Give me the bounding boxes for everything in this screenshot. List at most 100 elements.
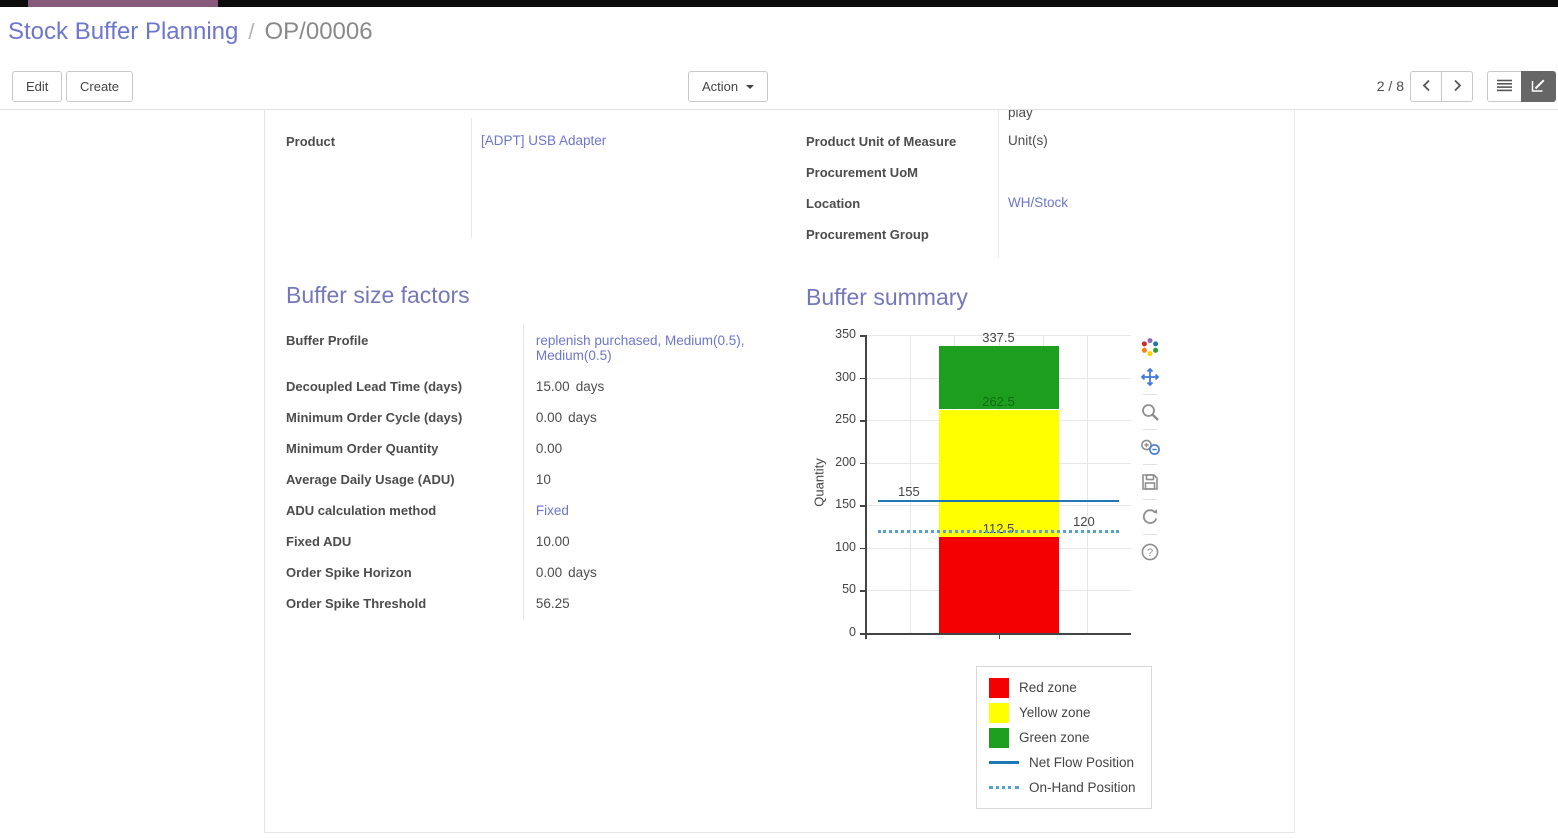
save-icon[interactable] [1139, 471, 1161, 493]
plotly-logo[interactable] [1139, 336, 1161, 358]
uom-field-group: Product Unit of Measure Unit(s) Procurem… [806, 110, 1286, 258]
reset-axes-icon[interactable] [1139, 506, 1161, 528]
breadcrumb-parent-link[interactable]: Stock Buffer Planning [8, 18, 239, 45]
form-sheet: play Product [ADPT] USB Adapter Product … [264, 110, 1295, 833]
pager-counter: 2 / 8 [1376, 78, 1404, 94]
top-menu-bar [0, 0, 1558, 7]
field-label: Minimum Order Quantity [286, 441, 439, 456]
y-tick-label: 250 [835, 412, 856, 427]
y-tick [860, 420, 866, 422]
field-label: Procurement Group [806, 227, 929, 242]
line-on-hand-position [878, 529, 1119, 533]
chart-modebar: ? [1137, 336, 1163, 563]
field-unit: days [575, 379, 605, 394]
field-label: Product Unit of Measure [806, 134, 957, 149]
legend-label: Yellow zone [1019, 705, 1091, 720]
field-value: 0.00 [535, 441, 563, 456]
field-label: Order Spike Threshold [286, 596, 427, 611]
legend-item-on-hand-position[interactable]: On-Hand Position [989, 775, 1151, 800]
y-tick [860, 547, 866, 550]
field-row-average-daily-usage: Average Daily Usage (ADU) 10 [286, 464, 788, 495]
caret-down-icon [746, 84, 755, 89]
pager-next-button[interactable] [1441, 71, 1473, 102]
breadcrumb: Stock Buffer Planning / OP/00006 [8, 18, 373, 46]
view-switcher [1487, 71, 1556, 102]
field-label: Buffer Profile [286, 333, 369, 348]
location-link[interactable]: WH/Stock [1008, 195, 1069, 210]
field-value: Unit(s) [1008, 133, 1048, 148]
line-net-flow-position [878, 500, 1119, 503]
legend-label: Net Flow Position [1029, 755, 1135, 770]
field-label: ADU calculation method [286, 503, 437, 518]
y-tick [860, 335, 866, 337]
buffer-size-factors-table: Buffer Profile replenish purchased, Medi… [286, 325, 788, 619]
field-row-product: Product [ADPT] USB Adapter [286, 128, 756, 159]
legend-label: Red zone [1019, 680, 1077, 695]
action-dropdown-button[interactable]: Action [688, 71, 769, 102]
buffer-profile-link[interactable]: replenish purchased, Medium(0.5), Medium… [535, 333, 745, 363]
zoom-icon[interactable] [1139, 401, 1161, 423]
help-icon[interactable]: ? [1139, 541, 1161, 563]
field-label: Procurement UoM [806, 165, 918, 180]
modebar-separator [1143, 394, 1157, 395]
y-tick-label: 300 [835, 369, 856, 384]
modebar-separator [1143, 464, 1157, 465]
legend-item-yellow-zone[interactable]: Yellow zone [989, 700, 1151, 725]
breadcrumb-bar: Stock Buffer Planning / OP/00006 [0, 7, 1558, 62]
net-flow-line-swatch [989, 761, 1019, 764]
field-label: Product [286, 134, 336, 149]
h-gridline [866, 377, 1131, 379]
h-gridline [866, 505, 1131, 507]
field-row-buffer-profile: Buffer Profile replenish purchased, Medi… [286, 325, 788, 371]
breadcrumb-current: OP/00006 [264, 18, 373, 45]
field-label: Average Daily Usage (ADU) [286, 472, 455, 487]
field-label: Order Spike Horizon [286, 565, 412, 580]
edit-button[interactable]: Edit [12, 71, 63, 102]
form-view-button[interactable] [1521, 71, 1556, 102]
field-row-product-uom: Product Unit of Measure Unit(s) [806, 128, 1286, 159]
v-gridline [954, 335, 956, 633]
field-value: 15.00 [535, 379, 570, 394]
legend-label: On-Hand Position [1029, 780, 1136, 795]
chart-legend: Red zone Yellow zone Green zone Net Flow… [976, 666, 1152, 809]
red-zone-swatch [989, 677, 1009, 698]
field-value: 10.00 [535, 534, 570, 549]
field-value [998, 221, 1008, 226]
legend-item-red-zone[interactable]: Red zone [989, 675, 1151, 700]
line-label-net-flow-position: 155 [898, 484, 920, 500]
product-field-group: Product [ADPT] USB Adapter [286, 118, 756, 238]
y-axis-title: Quantity [811, 458, 827, 507]
product-link[interactable]: [ADPT] USB Adapter [481, 133, 607, 148]
pager-previous-button[interactable] [1410, 71, 1442, 102]
y-tick [860, 633, 866, 635]
create-button[interactable]: Create [66, 71, 134, 102]
field-value: 0.00 [535, 410, 563, 425]
h-gridline [866, 462, 1131, 464]
y-axis-line [865, 335, 867, 634]
y-tick [860, 377, 866, 380]
zoom-in-out-icon[interactable] [1139, 436, 1161, 458]
y-tick [860, 505, 866, 507]
section-title-buffer-size-factors: Buffer size factors [286, 282, 470, 308]
v-gridline [998, 335, 1000, 633]
section-title-buffer-summary: Buffer summary [806, 284, 968, 310]
h-gridline [866, 420, 1131, 422]
field-unit: days [568, 565, 597, 580]
field-row-minimum-order-quantity: Minimum Order Quantity 0.00 [286, 433, 788, 464]
zone-top-label-red-zone: 112.5 [982, 521, 1015, 537]
field-row-decoupled-lead-time: Decoupled Lead Time (days) 15.00 days [286, 371, 788, 402]
field-row-order-spike-horizon: Order Spike Horizon 0.00 days [286, 557, 788, 588]
bar-segment-yellow-zone[interactable] [938, 409, 1059, 538]
pan-icon[interactable] [1139, 366, 1161, 388]
adu-method-link[interactable]: Fixed [535, 503, 569, 518]
field-label: Minimum Order Cycle (days) [286, 410, 463, 425]
legend-item-net-flow-position[interactable]: Net Flow Position [989, 750, 1151, 775]
field-row-location: Location WH/Stock [806, 190, 1286, 221]
bar-segment-red-zone[interactable] [938, 537, 1059, 633]
h-gridline [866, 590, 1131, 592]
list-view-button[interactable] [1487, 71, 1522, 102]
form-view-icon [1531, 78, 1546, 96]
bar-segment-green-zone[interactable] [938, 345, 1059, 410]
legend-item-green-zone[interactable]: Green zone [989, 725, 1151, 750]
line-label-on-hand-position: 120 [1073, 513, 1095, 529]
